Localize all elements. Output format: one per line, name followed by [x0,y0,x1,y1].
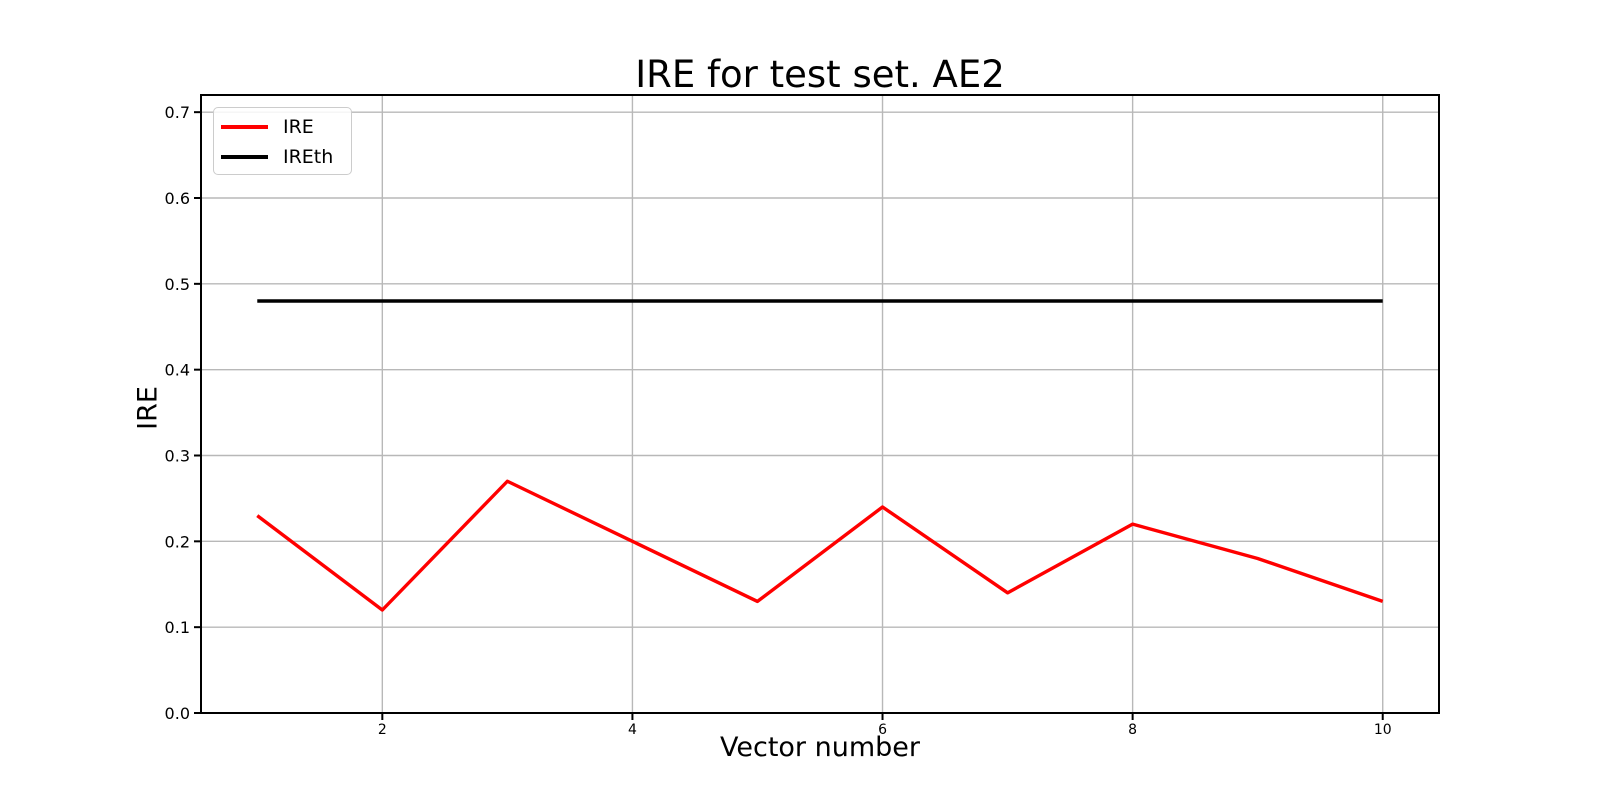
axes-spines [200,94,1440,714]
y-axis-label: IRE [132,386,164,430]
y-tick-label-0: 0.0 [165,704,190,723]
y-tick-label-0.3: 0.3 [165,447,190,466]
x-tick-label-4: 4 [628,722,637,738]
y-tick-label-0.6: 0.6 [165,189,190,208]
x-tick-label-6: 6 [878,722,887,738]
x-tick-label-2: 2 [378,722,387,738]
x-axis-label: Vector number [720,732,920,763]
x-tick-label-8: 8 [1128,722,1137,738]
legend: IRE IREth [213,107,352,175]
y-tick-label-0.7: 0.7 [165,103,190,122]
y-tick-label-0.5: 0.5 [165,275,190,294]
legend-label-ireth: IREth [283,145,334,168]
y-tick-label-0.1: 0.1 [165,618,190,637]
legend-label-ire: IRE [283,115,314,138]
legend-line-sample-ireth [221,155,268,159]
chart-title: IRE for test set. AE2 [635,53,1005,96]
legend-item-ireth: IREth [214,142,351,172]
legend-line-sample-ire [221,125,268,129]
x-tick-label-10: 10 [1374,722,1392,738]
y-tick-label-0.4: 0.4 [165,361,190,380]
y-tick-label-0.2: 0.2 [165,532,190,551]
legend-item-ire: IRE [214,112,351,142]
series-line-ire [256,479,1384,612]
